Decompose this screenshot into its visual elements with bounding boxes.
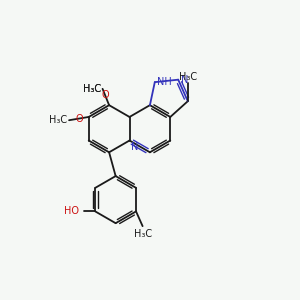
Text: N: N (181, 75, 188, 85)
Text: H₃C: H₃C (179, 72, 197, 82)
Text: N: N (131, 142, 139, 152)
Text: H₃C: H₃C (83, 84, 101, 94)
Text: NH: NH (158, 77, 172, 87)
Text: O: O (75, 114, 83, 124)
Text: HO: HO (64, 206, 79, 216)
Text: H₃C: H₃C (134, 230, 152, 239)
Text: H₃C: H₃C (83, 84, 101, 94)
Text: H₃C: H₃C (49, 115, 68, 125)
Text: O: O (101, 90, 109, 100)
